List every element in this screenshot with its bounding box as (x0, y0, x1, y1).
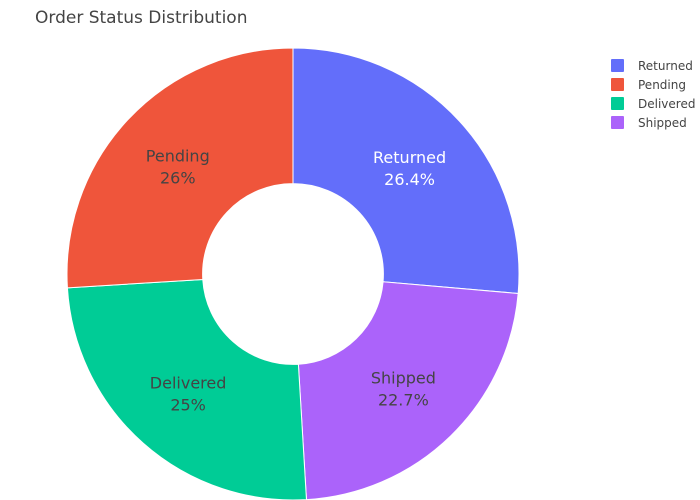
legend-item-shipped[interactable]: Shipped (611, 113, 695, 132)
legend-item-pending[interactable]: Pending (611, 75, 695, 94)
slice-percent-shipped: 22.7% (378, 390, 429, 409)
legend-label: Shipped (638, 115, 687, 130)
slice-shipped[interactable] (297, 281, 519, 500)
legend-label: Pending (638, 77, 686, 92)
slice-label-pending: Pending (146, 147, 210, 166)
slice-label-shipped: Shipped (371, 368, 436, 387)
legend-swatch (611, 97, 624, 110)
slice-percent-returned: 26.4% (384, 170, 435, 189)
legend-item-returned[interactable]: Returned (611, 56, 695, 75)
legend-swatch (611, 59, 624, 72)
slice-percent-delivered: 25% (170, 395, 206, 414)
slice-delivered[interactable] (66, 278, 307, 500)
slice-percent-pending: 26% (160, 169, 196, 188)
slice-returned[interactable] (292, 47, 520, 295)
legend-swatch (611, 116, 624, 129)
legend-label: Delivered (638, 96, 696, 111)
legend-item-delivered[interactable]: Delivered (611, 94, 695, 113)
slice-label-delivered: Delivered (150, 373, 227, 392)
slice-pending[interactable] (66, 47, 294, 289)
legend-swatch (611, 78, 624, 91)
slice-label-returned: Returned (373, 148, 446, 167)
chart-title: Order Status Distribution (35, 8, 248, 28)
legend-label: Returned (638, 58, 693, 73)
legend: Returned Pending Delivered Shipped (611, 56, 695, 132)
